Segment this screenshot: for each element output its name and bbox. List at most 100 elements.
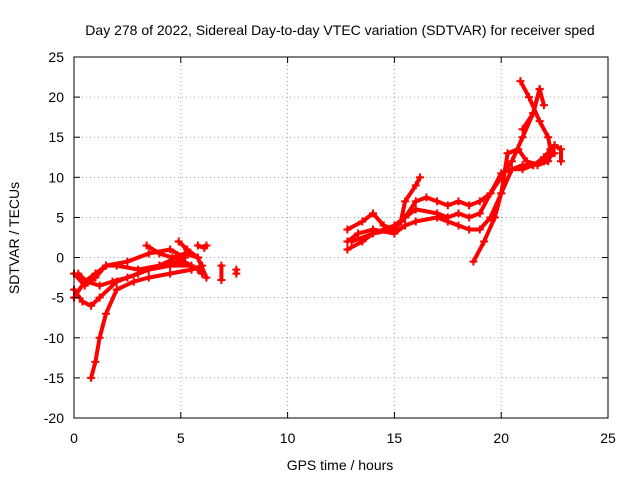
data-point <box>507 165 516 174</box>
data-point <box>490 213 499 222</box>
data-point <box>193 265 202 274</box>
data-point <box>82 277 91 286</box>
data-point <box>166 245 175 254</box>
data-point <box>465 201 474 210</box>
data-point <box>91 357 100 366</box>
series-track-8 <box>193 241 211 252</box>
data-point <box>522 157 531 166</box>
series-track-17 <box>518 85 548 134</box>
data-point <box>166 261 175 270</box>
data-point <box>475 197 484 206</box>
data-point <box>217 276 226 285</box>
data-point <box>454 209 463 218</box>
data-point <box>454 197 463 206</box>
data-point <box>144 249 153 258</box>
x-tick-label: 10 <box>280 430 296 446</box>
data-point <box>497 189 506 198</box>
data-point <box>95 333 104 342</box>
data-point <box>193 253 202 262</box>
data-point <box>443 213 452 222</box>
x-tick-label: 15 <box>387 430 403 446</box>
data-point <box>544 157 553 166</box>
data-point <box>155 249 164 258</box>
data-point <box>187 261 196 270</box>
data-point <box>465 225 474 234</box>
y-tick-label: 20 <box>48 89 64 105</box>
series-track-7 <box>174 237 211 282</box>
data-series-layer <box>70 77 566 382</box>
data-point <box>544 133 553 142</box>
series-track-14 <box>347 141 566 246</box>
y-tick-label: 5 <box>56 209 64 225</box>
data-point <box>454 221 463 230</box>
data-point <box>539 153 548 162</box>
x-tick-labels: 0 5 10 15 20 25 <box>70 430 616 446</box>
data-point <box>343 245 352 254</box>
data-point <box>433 209 442 218</box>
data-point <box>475 209 484 218</box>
data-point <box>518 165 527 174</box>
data-point <box>144 273 153 282</box>
data-point <box>123 273 132 282</box>
data-point <box>529 109 538 118</box>
data-point <box>503 149 512 158</box>
series-line <box>89 263 205 380</box>
data-point <box>422 193 431 202</box>
plot-frame <box>73 56 609 419</box>
data-point <box>533 161 542 170</box>
data-point <box>166 269 175 278</box>
data-point <box>411 205 420 214</box>
data-point <box>369 229 378 238</box>
data-point <box>539 101 548 110</box>
data-point <box>183 245 192 254</box>
series-line <box>471 143 557 264</box>
data-point <box>193 241 202 250</box>
data-point <box>102 261 111 270</box>
x-tick-label: 0 <box>70 430 78 446</box>
data-point <box>443 201 452 210</box>
data-point <box>475 225 484 234</box>
data-point <box>95 281 104 290</box>
data-point <box>416 173 425 182</box>
data-point <box>518 125 527 134</box>
data-point <box>433 197 442 206</box>
data-point <box>411 197 420 206</box>
data-point <box>202 241 211 250</box>
data-point <box>401 213 410 222</box>
data-point <box>518 133 527 142</box>
data-point <box>142 241 151 250</box>
data-point <box>401 197 410 206</box>
data-point <box>411 217 420 226</box>
data-point <box>102 309 111 318</box>
data-point <box>379 221 388 230</box>
y-tick-label: -15 <box>44 370 64 386</box>
data-point <box>181 249 190 258</box>
data-point <box>74 269 83 278</box>
series-line <box>176 239 209 280</box>
series-track-5 <box>74 261 196 290</box>
series-track-9 <box>217 261 226 285</box>
chart-title: Day 278 of 2022, Sidereal Day-to-day VTE… <box>85 22 594 38</box>
data-point <box>524 93 533 102</box>
series-track-1 <box>87 261 207 382</box>
data-point <box>469 257 478 266</box>
data-point <box>550 141 559 150</box>
y-tick-label: 0 <box>56 250 64 266</box>
data-point <box>369 209 378 218</box>
y-tick-label: -20 <box>44 410 64 426</box>
x-tick-label: 5 <box>177 430 185 446</box>
data-point <box>401 221 410 230</box>
data-point <box>535 85 544 94</box>
data-point <box>347 237 356 246</box>
y-tick-label: 10 <box>48 169 64 185</box>
data-point <box>516 77 525 86</box>
y-tick-label: 15 <box>48 129 64 145</box>
data-point <box>129 277 138 286</box>
series-track-6 <box>142 241 202 262</box>
data-point <box>123 257 132 266</box>
data-point <box>507 157 516 166</box>
data-point <box>514 145 523 154</box>
data-point <box>535 117 544 126</box>
data-point <box>217 261 226 270</box>
data-point <box>108 277 117 286</box>
